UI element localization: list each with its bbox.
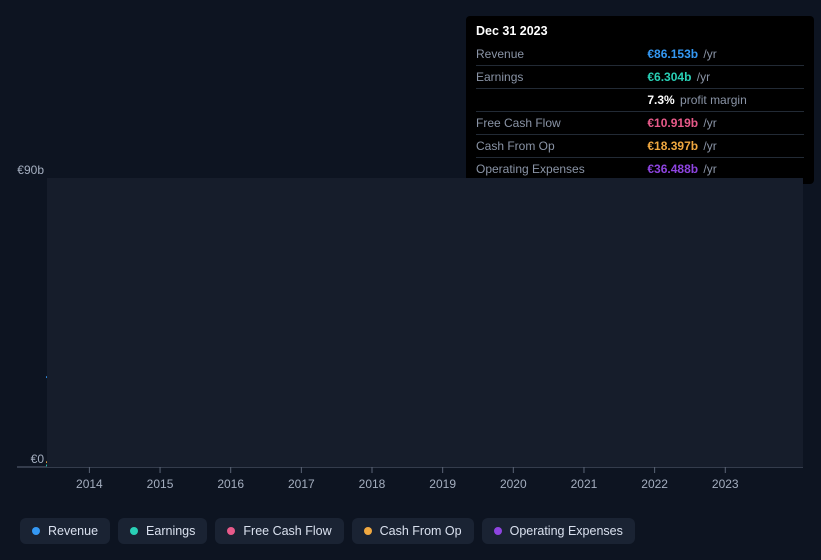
- x-axis-label: 2022: [641, 477, 668, 491]
- legend-dot-icon: [364, 527, 372, 535]
- x-axis-label: 2015: [147, 477, 174, 491]
- legend-item-earnings[interactable]: Earnings: [118, 518, 207, 544]
- legend-label: Free Cash Flow: [243, 524, 331, 538]
- legend-item-revenue[interactable]: Revenue: [20, 518, 110, 544]
- legend-item-fcf[interactable]: Free Cash Flow: [215, 518, 343, 544]
- legend: Revenue Earnings Free Cash Flow Cash From O…: [20, 518, 635, 544]
- legend-item-opex[interactable]: Operating Expenses: [482, 518, 635, 544]
- legend-dot-icon: [130, 527, 138, 535]
- x-axis-label: 2023: [712, 477, 739, 491]
- y-axis-label: €0: [0, 452, 44, 466]
- x-axis-label: 2018: [359, 477, 386, 491]
- chart-plot-bg: [47, 178, 803, 467]
- legend-label: Cash From Op: [380, 524, 462, 538]
- legend-dot-icon: [494, 527, 502, 535]
- legend-label: Operating Expenses: [510, 524, 623, 538]
- y-axis-label: €90b: [0, 163, 44, 177]
- chart-plot-area: [0, 0, 821, 560]
- x-axis-label: 2021: [571, 477, 598, 491]
- legend-item-cfo[interactable]: Cash From Op: [352, 518, 474, 544]
- x-axis-label: 2014: [76, 477, 103, 491]
- legend-label: Earnings: [146, 524, 195, 538]
- x-axis-label: 2019: [429, 477, 456, 491]
- legend-label: Revenue: [48, 524, 98, 538]
- legend-dot-icon: [32, 527, 40, 535]
- x-axis-label: 2017: [288, 477, 315, 491]
- x-axis-label: 2020: [500, 477, 527, 491]
- legend-dot-icon: [227, 527, 235, 535]
- x-axis-label: 2016: [217, 477, 244, 491]
